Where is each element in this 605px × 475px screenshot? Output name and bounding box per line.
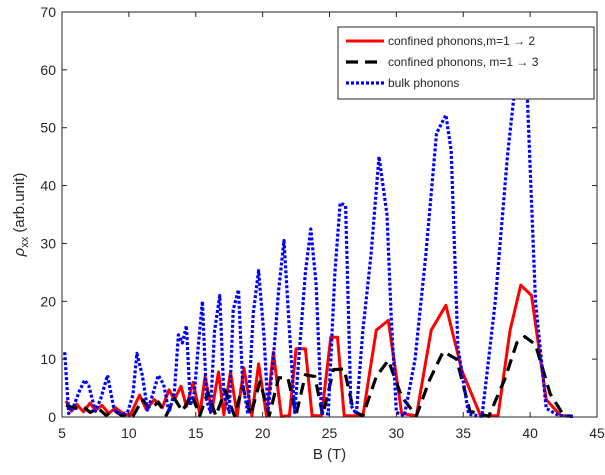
y-tick-label: 40 (40, 178, 56, 194)
legend-label-2: confined phonons, m=1 → 3 (388, 55, 539, 69)
x-tick-label: 5 (58, 425, 66, 441)
y-axis-label-unit: (arb.unit) (11, 173, 28, 237)
y-tick-label: 60 (40, 62, 56, 78)
legend-box (337, 26, 595, 100)
series-layer (63, 62, 574, 418)
x-tick-label: 40 (522, 425, 538, 441)
x-tick-label: 15 (188, 425, 204, 441)
y-axis-label-symbol: ρ (11, 247, 28, 257)
y-tick-label: 30 (40, 235, 56, 251)
series-line-1 (64, 283, 573, 418)
legend-label-1: confined phonons,m=1 → 2 (388, 34, 535, 48)
x-axis: 5 10 15 20 25 30 35 40 45 (58, 12, 605, 441)
x-axis-label: B (T) (313, 446, 346, 463)
y-axis-label-subscript: xx (19, 236, 31, 248)
y-tick-label: 0 (48, 409, 56, 425)
x-tick-label: 25 (322, 425, 338, 441)
series-line-3 (63, 62, 573, 418)
y-tick-label: 10 (40, 351, 56, 367)
y-axis: 0 10 20 30 40 50 60 70 (40, 4, 597, 425)
y-axis-label: ρxx (arb.unit) (11, 173, 31, 258)
legend: confined phonons,m=1 → 2 confined phonons… (337, 26, 595, 100)
y-tick-label: 70 (40, 4, 56, 20)
series-line-2 (65, 335, 574, 418)
x-tick-label: 20 (255, 425, 271, 441)
legend-label-3: bulk phonons (388, 76, 459, 90)
y-tick-label: 50 (40, 120, 56, 136)
x-tick-label: 35 (455, 425, 471, 441)
x-tick-label: 45 (589, 425, 605, 441)
x-tick-label: 10 (121, 425, 137, 441)
x-tick-label: 30 (389, 425, 405, 441)
y-tick-label: 20 (40, 293, 56, 309)
